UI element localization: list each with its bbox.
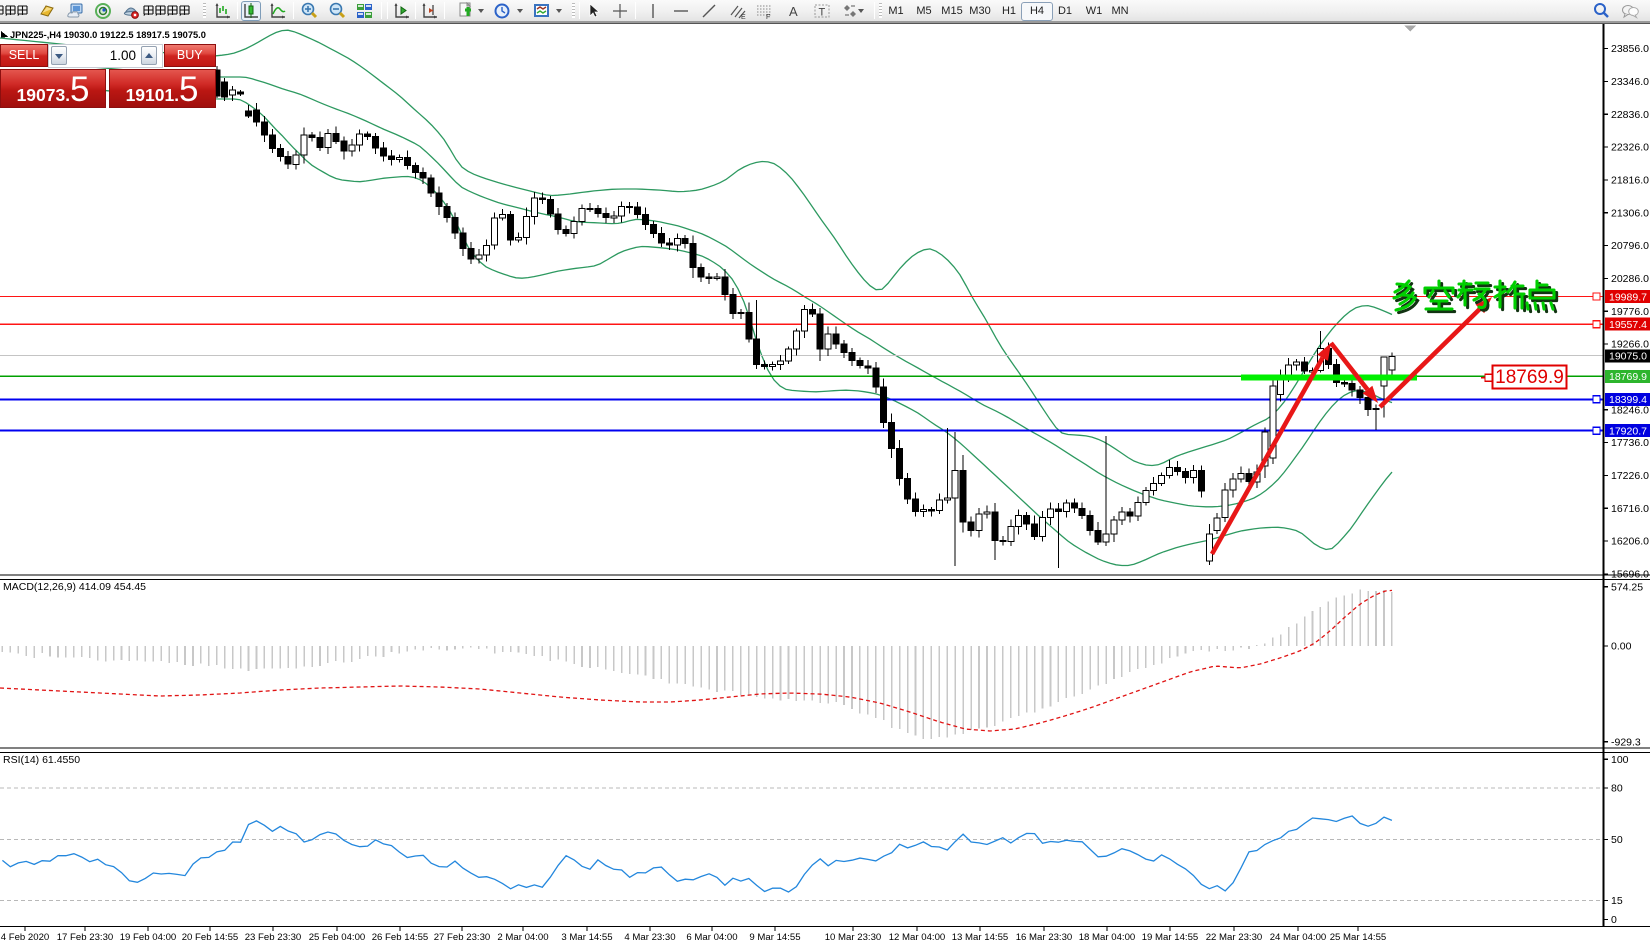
- svg-text:19557.4: 19557.4: [1609, 319, 1647, 331]
- svg-text:18399.4: 18399.4: [1609, 394, 1647, 406]
- svg-text:22 Mar 23:30: 22 Mar 23:30: [1206, 932, 1263, 943]
- svg-text:12 Mar 04:00: 12 Mar 04:00: [889, 932, 946, 943]
- svg-text:25 Mar 14:55: 25 Mar 14:55: [1330, 932, 1387, 943]
- svg-text:19266.0: 19266.0: [1611, 339, 1649, 351]
- svg-text:18769.9: 18769.9: [1609, 371, 1647, 383]
- svg-text:13 Mar 14:55: 13 Mar 14:55: [952, 932, 1009, 943]
- svg-text:JPN225-,H4 19030.0 19122.5 18: JPN225-,H4 19030.0 19122.5 18917.5 19075…: [10, 30, 206, 40]
- svg-text:23346.0: 23346.0: [1611, 76, 1649, 88]
- svg-text:18 Mar 04:00: 18 Mar 04:00: [1079, 932, 1136, 943]
- svg-text:24 Mar 04:00: 24 Mar 04:00: [1270, 932, 1327, 943]
- svg-text:21306.0: 21306.0: [1611, 207, 1649, 219]
- svg-text:16206.0: 16206.0: [1611, 536, 1649, 548]
- svg-text:25 Feb 04:00: 25 Feb 04:00: [309, 932, 366, 943]
- svg-text:16 Mar 23:30: 16 Mar 23:30: [1016, 932, 1073, 943]
- svg-text:10 Mar 23:30: 10 Mar 23:30: [825, 932, 882, 943]
- svg-text:F: F: [766, 14, 770, 20]
- svg-text:T: T: [819, 7, 826, 19]
- svg-text:A: A: [789, 4, 798, 19]
- svg-text:9 Mar 14:55: 9 Mar 14:55: [749, 932, 800, 943]
- svg-text:20286.0: 20286.0: [1611, 273, 1649, 285]
- svg-text:22326.0: 22326.0: [1611, 142, 1649, 154]
- svg-text:17226.0: 17226.0: [1611, 470, 1649, 482]
- svg-text:-929.3: -929.3: [1611, 736, 1641, 748]
- svg-text:19776.0: 19776.0: [1611, 306, 1649, 318]
- svg-text:2 Mar 04:00: 2 Mar 04:00: [497, 932, 548, 943]
- svg-text:4 Mar 23:30: 4 Mar 23:30: [624, 932, 675, 943]
- svg-text:17 Feb 23:30: 17 Feb 23:30: [57, 932, 114, 943]
- svg-text:21816.0: 21816.0: [1611, 175, 1649, 187]
- svg-text:17736.0: 17736.0: [1611, 437, 1649, 449]
- svg-text:0: 0: [1611, 914, 1617, 926]
- svg-text:4 Feb 2020: 4 Feb 2020: [1, 932, 50, 943]
- svg-text:80: 80: [1611, 783, 1623, 795]
- svg-text:19989.7: 19989.7: [1609, 291, 1647, 303]
- svg-text:3 Mar 14:55: 3 Mar 14:55: [561, 932, 612, 943]
- svg-text:100: 100: [1611, 754, 1629, 766]
- svg-text:15: 15: [1611, 895, 1623, 907]
- svg-text:6 Mar 04:00: 6 Mar 04:00: [686, 932, 737, 943]
- svg-text:19 Feb 04:00: 19 Feb 04:00: [120, 932, 177, 943]
- svg-text:22836.0: 22836.0: [1611, 109, 1649, 121]
- svg-text:20796.0: 20796.0: [1611, 240, 1649, 252]
- svg-text:19 Mar 14:55: 19 Mar 14:55: [1142, 932, 1199, 943]
- svg-text:23856.0: 23856.0: [1611, 43, 1649, 55]
- svg-text:18246.0: 18246.0: [1611, 404, 1649, 416]
- svg-text:27 Feb 23:30: 27 Feb 23:30: [434, 932, 491, 943]
- svg-text:17920.7: 17920.7: [1609, 425, 1647, 437]
- svg-text:18769.9: 18769.9: [1495, 367, 1564, 388]
- svg-text:16716.0: 16716.0: [1611, 503, 1649, 515]
- svg-text:23 Feb 23:30: 23 Feb 23:30: [245, 932, 302, 943]
- svg-text:26 Feb 14:55: 26 Feb 14:55: [372, 932, 429, 943]
- svg-text:MACD(12,26,9) 414.09 454.45: MACD(12,26,9) 414.09 454.45: [3, 581, 146, 593]
- svg-text:19075.0: 19075.0: [1609, 351, 1647, 363]
- svg-text:50: 50: [1611, 834, 1623, 846]
- svg-text:0.00: 0.00: [1611, 641, 1632, 653]
- svg-text:E: E: [741, 14, 746, 20]
- svg-text:20 Feb 14:55: 20 Feb 14:55: [182, 932, 239, 943]
- svg-text:574.25: 574.25: [1611, 581, 1643, 593]
- svg-text:RSI(14) 61.4550: RSI(14) 61.4550: [3, 754, 80, 766]
